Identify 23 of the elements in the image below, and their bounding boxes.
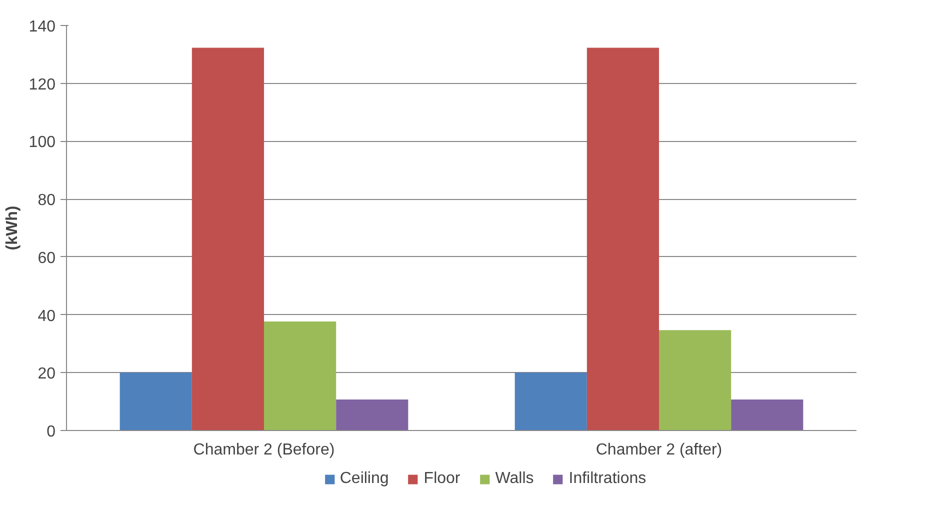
bar (514, 372, 587, 430)
legend-label: Ceiling (340, 470, 389, 488)
y-tick-label: 20 (38, 366, 56, 383)
y-tick-label: 140 (28, 18, 56, 36)
legend-label: Floor (424, 470, 460, 488)
legend-label: Walls (495, 470, 534, 488)
y-tick-label: 40 (38, 308, 56, 325)
y-tick-label: 80 (38, 192, 56, 210)
bar (192, 48, 264, 430)
y-tick-label: 120 (28, 76, 56, 94)
bar (659, 330, 732, 430)
x-tick-label: Chamber 2 (Before) (193, 442, 335, 458)
bar (336, 400, 408, 430)
bar (586, 48, 659, 430)
legend-label: Infiltrations (568, 470, 646, 488)
y-tick-label: 60 (38, 250, 56, 267)
y-axis-title: (kWh) (4, 206, 21, 250)
bar (731, 400, 804, 430)
bar (120, 372, 192, 430)
bar (264, 321, 336, 430)
y-tick-label: 100 (28, 134, 56, 152)
y-tick-label: 0 (46, 424, 56, 440)
x-tick-label: Chamber 2 (after) (596, 442, 722, 458)
